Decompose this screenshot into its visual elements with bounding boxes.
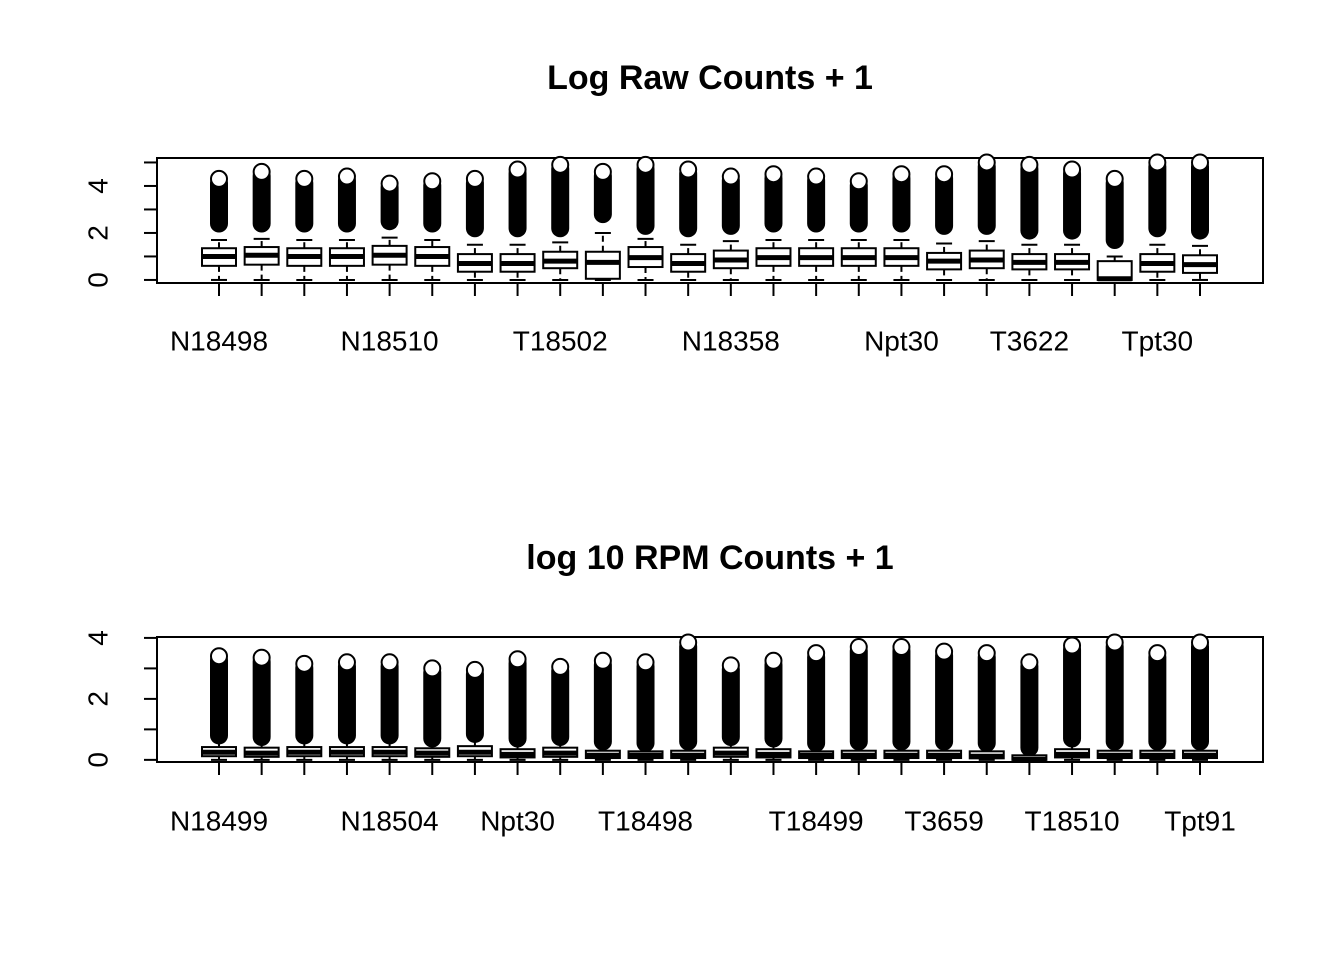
outlier bbox=[636, 653, 655, 672]
x-tick-label: N18499 bbox=[170, 805, 268, 836]
outlier bbox=[1063, 636, 1082, 655]
y-tick-label: 2 bbox=[82, 691, 113, 707]
x-tick-label: T3622 bbox=[990, 325, 1069, 356]
outlier bbox=[551, 657, 570, 676]
outlier bbox=[849, 172, 868, 191]
outlier bbox=[295, 169, 314, 188]
outlier bbox=[679, 160, 698, 179]
outlier bbox=[423, 659, 442, 678]
outlier bbox=[551, 155, 570, 174]
outlier bbox=[679, 633, 698, 652]
outlier bbox=[721, 656, 740, 675]
outlier bbox=[1020, 653, 1039, 672]
chart-title: Log Raw Counts + 1 bbox=[547, 59, 873, 97]
x-tick-label: T18499 bbox=[769, 805, 864, 836]
outlier bbox=[295, 654, 314, 673]
outlier bbox=[764, 165, 783, 184]
outlier bbox=[764, 651, 783, 670]
x-tick-label: T18502 bbox=[513, 325, 608, 356]
outlier bbox=[636, 155, 655, 174]
x-tick-label: Npt30 bbox=[864, 325, 939, 356]
outlier bbox=[423, 172, 442, 191]
plot-frame bbox=[156, 157, 1264, 284]
x-tick-label: N18504 bbox=[341, 805, 439, 836]
y-tick-label: 4 bbox=[82, 178, 113, 194]
x-tick-label: N18498 bbox=[170, 325, 268, 356]
outlier bbox=[252, 162, 271, 181]
box-panel: Log Raw Counts + 1 0 2 4 N18498 N18510 T18502 N… bbox=[82, 59, 1264, 356]
outlier bbox=[1105, 633, 1124, 652]
x-tick-label: Tpt30 bbox=[1122, 325, 1194, 356]
outlier bbox=[210, 647, 228, 666]
outlier bbox=[252, 648, 271, 667]
outlier bbox=[935, 642, 954, 661]
outlier bbox=[935, 165, 954, 184]
outlier bbox=[465, 169, 484, 188]
outlier bbox=[1148, 644, 1167, 663]
box-panel: log 10 RPM Counts + 1 0 2 4 N18499 N18504 Npt3… bbox=[82, 539, 1264, 836]
x-tick-label: T18510 bbox=[1025, 805, 1120, 836]
outlier bbox=[1191, 153, 1209, 172]
outlier bbox=[337, 167, 356, 186]
x-tick-label: T18498 bbox=[598, 805, 693, 836]
outlier bbox=[210, 169, 228, 188]
y-tick-label: 0 bbox=[82, 752, 113, 768]
outlier bbox=[508, 650, 527, 669]
outlier bbox=[721, 167, 740, 186]
x-tick-label: T3659 bbox=[904, 805, 983, 836]
outlier bbox=[892, 638, 911, 657]
x-tick-label: Npt30 bbox=[480, 805, 555, 836]
outlier bbox=[807, 167, 826, 186]
y-tick-label: 2 bbox=[82, 225, 113, 241]
outlier bbox=[977, 153, 996, 172]
outlier bbox=[892, 165, 911, 184]
outlier bbox=[807, 644, 826, 663]
outlier bbox=[593, 162, 612, 181]
outlier bbox=[337, 653, 356, 672]
outlier bbox=[1148, 153, 1167, 172]
y-tick-label: 0 bbox=[82, 272, 113, 288]
outlier bbox=[1105, 169, 1124, 188]
outlier bbox=[1063, 160, 1082, 179]
outlier bbox=[380, 653, 399, 672]
outlier bbox=[380, 174, 399, 193]
y-tick-label: 4 bbox=[82, 630, 113, 646]
outlier bbox=[1020, 155, 1039, 174]
outlier bbox=[593, 651, 612, 670]
chart-title: log 10 RPM Counts + 1 bbox=[526, 539, 893, 577]
x-tick-label: N18358 bbox=[682, 325, 780, 356]
outlier bbox=[977, 644, 996, 663]
outlier bbox=[465, 660, 484, 679]
x-tick-label: Tpt91 bbox=[1164, 805, 1236, 836]
plot-frame bbox=[156, 636, 1264, 763]
box bbox=[584, 250, 621, 280]
outlier bbox=[1191, 633, 1209, 652]
outlier bbox=[849, 638, 868, 657]
outlier bbox=[508, 160, 527, 179]
x-tick-label: N18510 bbox=[341, 325, 439, 356]
